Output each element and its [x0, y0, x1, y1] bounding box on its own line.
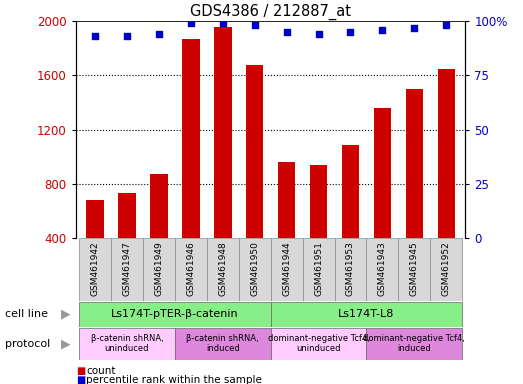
- Text: GSM461952: GSM461952: [442, 241, 451, 296]
- Text: dominant-negative Tcf4,
induced: dominant-negative Tcf4, induced: [363, 334, 465, 353]
- Bar: [335, 238, 367, 301]
- Bar: [175, 328, 271, 359]
- Bar: [367, 328, 462, 359]
- Text: β-catenin shRNA,
induced: β-catenin shRNA, induced: [186, 334, 259, 353]
- Text: ▶: ▶: [61, 308, 70, 321]
- Point: [410, 25, 418, 31]
- Text: cell line: cell line: [5, 309, 48, 319]
- Text: GSM461953: GSM461953: [346, 241, 355, 296]
- Point: [123, 33, 131, 40]
- Bar: [303, 238, 335, 301]
- Point: [378, 27, 386, 33]
- Bar: [79, 238, 111, 301]
- Bar: [111, 238, 143, 301]
- Text: ▶: ▶: [61, 337, 70, 350]
- Text: protocol: protocol: [5, 339, 51, 349]
- Point: [282, 29, 291, 35]
- Title: GDS4386 / 212887_at: GDS4386 / 212887_at: [190, 3, 351, 20]
- Bar: [406, 89, 423, 292]
- Point: [155, 31, 163, 37]
- Bar: [86, 200, 104, 292]
- Bar: [271, 238, 303, 301]
- Bar: [342, 144, 359, 292]
- Bar: [182, 39, 200, 292]
- Text: GSM461943: GSM461943: [378, 241, 387, 296]
- Text: GSM461948: GSM461948: [218, 241, 228, 296]
- Point: [442, 22, 450, 28]
- Text: GSM461942: GSM461942: [90, 241, 99, 296]
- Point: [219, 20, 227, 26]
- Bar: [79, 301, 271, 327]
- Bar: [238, 238, 271, 301]
- Text: GSM461947: GSM461947: [122, 241, 131, 296]
- Bar: [367, 238, 399, 301]
- Text: ■: ■: [76, 375, 85, 384]
- Text: dominant-negative Tcf4,
uninduced: dominant-negative Tcf4, uninduced: [268, 334, 369, 353]
- Text: GSM461949: GSM461949: [154, 241, 163, 296]
- Bar: [207, 238, 238, 301]
- Text: Ls174T-L8: Ls174T-L8: [338, 309, 395, 319]
- Bar: [214, 26, 232, 292]
- Bar: [430, 238, 462, 301]
- Point: [91, 33, 99, 40]
- Bar: [175, 238, 207, 301]
- Text: GSM461944: GSM461944: [282, 241, 291, 296]
- Text: GSM461950: GSM461950: [250, 241, 259, 296]
- Text: GSM461945: GSM461945: [410, 241, 419, 296]
- Bar: [271, 301, 462, 327]
- Bar: [278, 162, 295, 292]
- Text: percentile rank within the sample: percentile rank within the sample: [86, 375, 262, 384]
- Bar: [438, 69, 455, 292]
- Text: β-catenin shRNA,
uninduced: β-catenin shRNA, uninduced: [90, 334, 163, 353]
- Bar: [310, 165, 327, 292]
- Bar: [118, 193, 135, 292]
- Text: GSM461951: GSM461951: [314, 241, 323, 296]
- Bar: [271, 328, 367, 359]
- Point: [251, 22, 259, 28]
- Bar: [399, 238, 430, 301]
- Text: ■: ■: [76, 366, 85, 376]
- Point: [346, 29, 355, 35]
- Text: count: count: [86, 366, 116, 376]
- Point: [314, 31, 323, 37]
- Text: GSM461946: GSM461946: [186, 241, 195, 296]
- Text: Ls174T-pTER-β-catenin: Ls174T-pTER-β-catenin: [111, 309, 238, 319]
- Bar: [373, 108, 391, 292]
- Bar: [150, 174, 168, 292]
- Point: [187, 20, 195, 26]
- Bar: [143, 238, 175, 301]
- Bar: [246, 65, 264, 292]
- Bar: [79, 328, 175, 359]
